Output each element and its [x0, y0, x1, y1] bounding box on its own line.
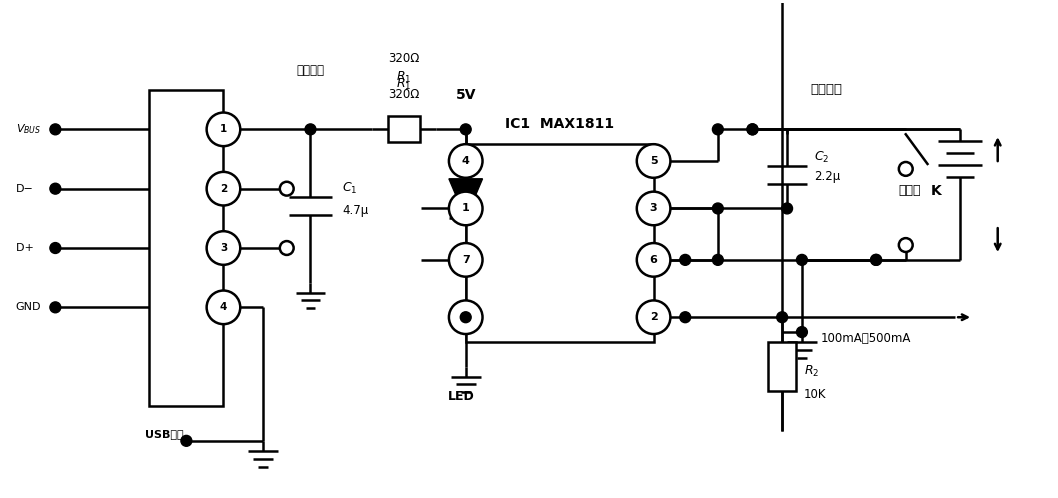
Circle shape — [637, 300, 671, 334]
Circle shape — [460, 312, 471, 323]
Text: 1: 1 — [220, 124, 227, 134]
Circle shape — [449, 300, 482, 334]
Text: 4.7μ: 4.7μ — [342, 204, 368, 217]
Circle shape — [206, 231, 240, 265]
Text: 5V: 5V — [455, 88, 476, 102]
Text: 10K: 10K — [804, 388, 826, 401]
Text: 320Ω: 320Ω — [387, 52, 419, 65]
Text: SELI: SELI — [604, 311, 628, 324]
Polygon shape — [449, 179, 482, 218]
Circle shape — [797, 254, 807, 265]
Circle shape — [797, 327, 807, 338]
Text: $R_1$: $R_1$ — [396, 77, 412, 92]
Text: 2: 2 — [650, 312, 657, 322]
Circle shape — [50, 302, 60, 313]
Circle shape — [305, 124, 316, 135]
Circle shape — [206, 113, 240, 146]
Circle shape — [206, 290, 240, 324]
Circle shape — [871, 254, 881, 265]
Circle shape — [899, 238, 913, 252]
Bar — [768, 342, 796, 391]
Circle shape — [680, 254, 691, 265]
Text: GND: GND — [602, 202, 628, 215]
Circle shape — [782, 203, 792, 214]
Text: SELV: SELV — [491, 202, 518, 215]
Text: $C_1$: $C_1$ — [342, 181, 358, 196]
Bar — [466, 144, 654, 342]
Circle shape — [777, 312, 787, 323]
Text: USB端口: USB端口 — [145, 429, 183, 439]
Text: IN: IN — [491, 154, 503, 167]
Text: 1: 1 — [462, 204, 470, 214]
Circle shape — [712, 254, 724, 265]
Text: 充电输出: 充电输出 — [810, 83, 842, 96]
Text: EN: EN — [491, 253, 507, 266]
Text: K: K — [930, 184, 942, 198]
Text: 电压输入: 电压输入 — [296, 64, 325, 77]
Circle shape — [279, 182, 294, 196]
Circle shape — [50, 183, 60, 194]
Text: 4: 4 — [461, 156, 470, 166]
Text: $R_2$: $R_2$ — [804, 364, 819, 379]
Circle shape — [871, 254, 881, 265]
Text: $C_2$: $C_2$ — [814, 149, 829, 164]
Circle shape — [449, 144, 482, 178]
Text: 3: 3 — [220, 243, 227, 253]
Text: GND: GND — [16, 302, 41, 312]
Text: 8: 8 — [462, 312, 470, 322]
Circle shape — [449, 243, 482, 277]
Circle shape — [637, 192, 671, 225]
Circle shape — [712, 203, 724, 214]
Text: BATT: BATT — [600, 154, 628, 167]
Text: 2.2μ: 2.2μ — [814, 170, 840, 183]
Circle shape — [206, 172, 240, 206]
Bar — [388, 117, 420, 142]
Text: 4: 4 — [220, 302, 227, 312]
Text: GND: GND — [602, 253, 628, 266]
Circle shape — [747, 124, 758, 135]
Text: $V_{BUS}$: $V_{BUS}$ — [16, 123, 41, 136]
Circle shape — [181, 435, 191, 446]
Circle shape — [460, 124, 471, 135]
Text: 320Ω: 320Ω — [387, 88, 419, 101]
Text: D−: D− — [16, 184, 34, 194]
Text: 3: 3 — [650, 204, 657, 214]
Circle shape — [899, 162, 913, 176]
Text: IC1  MAX1811: IC1 MAX1811 — [505, 118, 615, 131]
Circle shape — [712, 124, 724, 135]
Circle shape — [637, 144, 671, 178]
Text: D+: D+ — [16, 243, 44, 253]
Circle shape — [279, 241, 294, 255]
Text: CHG: CHG — [491, 311, 516, 324]
Text: 100mA～500mA: 100mA～500mA — [821, 333, 911, 346]
Text: 2: 2 — [220, 184, 227, 194]
Bar — [149, 90, 223, 406]
Circle shape — [50, 243, 60, 253]
Text: 6: 6 — [650, 255, 657, 265]
Circle shape — [747, 124, 758, 135]
Text: 5: 5 — [650, 156, 657, 166]
Circle shape — [50, 124, 60, 135]
Circle shape — [637, 243, 671, 277]
Text: $R_1$: $R_1$ — [396, 70, 412, 86]
Text: LED: LED — [448, 390, 474, 403]
Circle shape — [449, 192, 482, 225]
Text: 锂电池: 锂电池 — [899, 184, 922, 197]
Text: 7: 7 — [462, 255, 470, 265]
Circle shape — [680, 312, 691, 323]
